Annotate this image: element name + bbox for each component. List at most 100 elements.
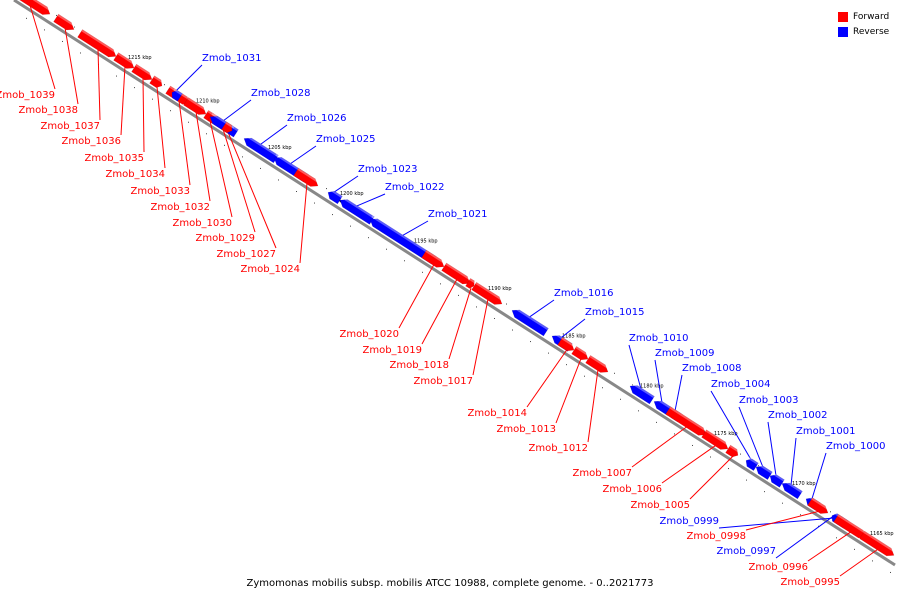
reverse-swatch: [838, 26, 848, 37]
gene-zmob-1024: [293, 167, 321, 187]
gene-highlight: [425, 250, 447, 265]
position-dot: [404, 260, 405, 262]
gene-zmob-1023: [327, 188, 343, 205]
leader-line: [738, 406, 764, 468]
gene-zmob-1005: [725, 444, 741, 458]
gene-label: Zmob_1000: [826, 441, 886, 452]
position-dot: [206, 133, 207, 135]
gene-arrow: [183, 97, 207, 115]
gene-arrow: [327, 190, 343, 205]
leader-line: [259, 124, 288, 146]
gene-highlight: [757, 463, 773, 474]
leader-line: [654, 359, 663, 403]
gene-highlight: [705, 429, 731, 447]
gene-arrow: [293, 167, 319, 187]
gene-zmob-1007: [665, 406, 709, 436]
tick-label: 1180 kbp: [640, 383, 664, 389]
position-dot: [440, 283, 441, 285]
leader-line: [674, 374, 683, 412]
position-dot: [620, 398, 621, 400]
gene-label: Zmob_1024: [240, 264, 300, 275]
position-dot: [188, 121, 189, 123]
position-dot: [476, 306, 477, 308]
leader-line: [587, 369, 599, 443]
gene-highlight: [837, 514, 869, 536]
gene-arrow: [665, 406, 707, 436]
position-dot: [80, 52, 81, 54]
gene-highlight: [669, 406, 709, 433]
gene-zmob-1035: [131, 63, 155, 81]
gene-arrow: [53, 13, 75, 31]
gene-zmob-1036: [113, 52, 137, 69]
gene-label: Zmob_1018: [389, 360, 449, 371]
gene-highlight: [81, 29, 119, 55]
gene-highlight: [513, 306, 549, 331]
leader-line: [689, 455, 734, 500]
gene-zmob-1032: [183, 97, 209, 115]
gene-label: Zmob_1033: [130, 186, 190, 197]
position-dot: [530, 341, 531, 343]
position-dot: [422, 271, 423, 273]
position-dot: [566, 364, 567, 366]
gene-label: Zmob_1009: [655, 348, 715, 359]
position-dot: [764, 491, 765, 493]
position-dot: [386, 248, 387, 250]
gene-highlight: [153, 75, 165, 84]
gene-label: Zmob_1032: [150, 202, 210, 213]
gene-arrow: [755, 465, 773, 480]
position-dot: [44, 29, 45, 31]
position-dot: [134, 87, 135, 89]
leader-line: [767, 421, 777, 476]
position-dot: [62, 40, 63, 42]
gene-label: Zmob_1017: [413, 376, 473, 387]
position-dot: [548, 352, 549, 354]
position-dot: [830, 511, 831, 513]
position-dot: [332, 214, 333, 216]
gene-label: Zmob_0999: [659, 516, 719, 527]
gene-highlight: [729, 445, 741, 454]
leader-line: [355, 193, 386, 207]
gene-arrow: [7, 0, 51, 15]
gene-label: Zmob_0997: [716, 546, 776, 557]
position-dot: [818, 525, 819, 527]
gene-arrow: [113, 52, 135, 69]
gene-label: Zmob_1037: [40, 121, 100, 132]
leader-line: [811, 452, 827, 499]
position-dot: [296, 191, 297, 193]
position-dot: [326, 188, 327, 190]
gene-label: Zmob_1004: [711, 379, 771, 390]
tick-label: 1165 kbp: [870, 531, 894, 537]
tick-label: 1175 kbp: [714, 431, 738, 437]
leader-line: [195, 111, 211, 202]
leader-line: [718, 516, 842, 529]
position-dot: [614, 372, 615, 374]
position-dot: [512, 329, 513, 331]
leader-line: [631, 426, 688, 468]
leader-line: [745, 510, 820, 531]
gene-label: Zmob_1013: [496, 424, 556, 435]
gene-label: Zmob_1028: [251, 88, 311, 99]
leader-line: [222, 99, 252, 122]
backbone-line: [13, 0, 896, 567]
leader-line: [807, 531, 852, 562]
tick-marks: 1215 kbp 1210 kbp 1205 kbp 1200 kbp 1195 kbp…: [126, 55, 894, 543]
gene-arrow: [441, 262, 471, 285]
gene-highlight: [589, 355, 611, 370]
position-dot: [584, 375, 585, 377]
leader-line: [289, 145, 317, 165]
position-dot: [782, 502, 783, 504]
position-dot: [740, 453, 741, 455]
position-dot: [728, 468, 729, 470]
gene-arrow: [339, 199, 375, 225]
position-dot: [854, 548, 855, 550]
position-dot: [638, 410, 639, 412]
gene-zmob-0998: [807, 497, 831, 514]
gene-zmob-1022: [339, 196, 375, 225]
position-dot: [350, 225, 351, 227]
gene-label: Zmob_1015: [585, 307, 645, 318]
gene-labels: Zmob_1039 Zmob_1038 Zmob_1037 Zmob_1036 Zmob…: [0, 53, 886, 588]
position-dot: [170, 110, 171, 112]
leader-line: [398, 264, 435, 329]
gene-arrow: [171, 89, 183, 102]
